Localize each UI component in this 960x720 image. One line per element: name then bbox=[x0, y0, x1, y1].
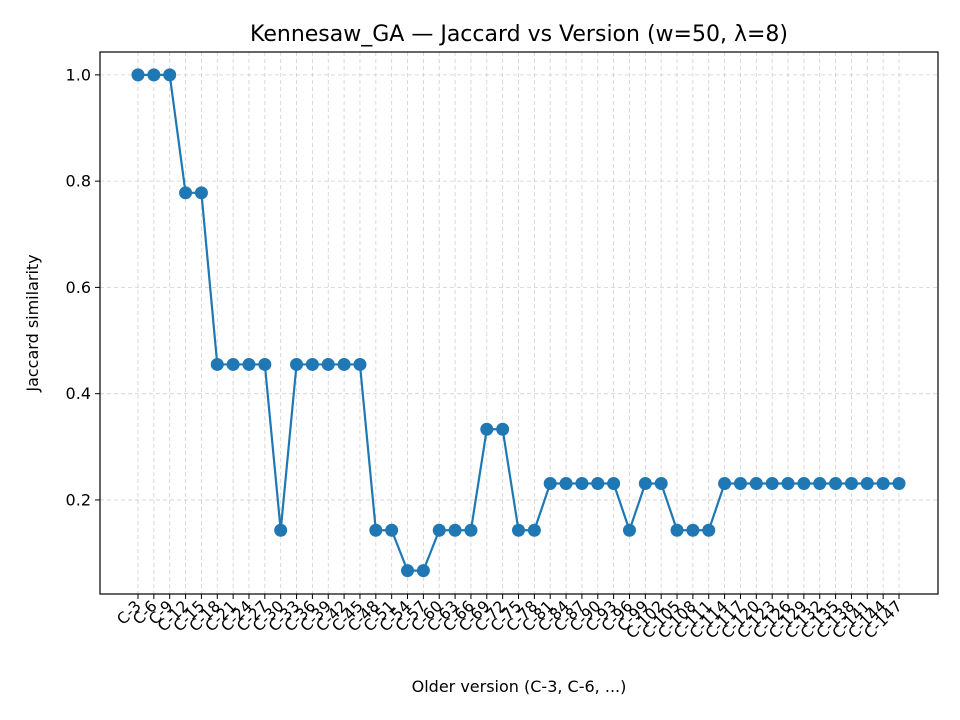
data-point bbox=[654, 476, 668, 490]
data-point bbox=[416, 564, 430, 578]
data-point bbox=[337, 357, 351, 371]
x-axis: C-3C-6C-9C-12C-15C-18C-21C-24C-27C-30C-3… bbox=[114, 594, 906, 642]
data-point bbox=[638, 476, 652, 490]
chart-title: Kennesaw_GA — Jaccard vs Version (w=50, … bbox=[250, 22, 788, 47]
data-point bbox=[781, 476, 795, 490]
data-point bbox=[591, 476, 605, 490]
data-point bbox=[718, 476, 732, 490]
data-point bbox=[765, 476, 779, 490]
x-axis-label: Older version (C-3, C-6, ...) bbox=[412, 677, 627, 696]
data-point bbox=[527, 523, 541, 537]
data-point bbox=[607, 476, 621, 490]
data-point bbox=[321, 357, 335, 371]
data-point bbox=[147, 68, 161, 82]
y-axis-label: Jaccard similarity bbox=[23, 254, 42, 392]
y-tick-label: 0.2 bbox=[66, 490, 91, 509]
data-point bbox=[733, 476, 747, 490]
data-point bbox=[210, 357, 224, 371]
data-point bbox=[749, 476, 763, 490]
data-point bbox=[258, 357, 272, 371]
data-point bbox=[274, 523, 288, 537]
data-point bbox=[829, 476, 843, 490]
y-tick-label: 0.8 bbox=[66, 172, 91, 191]
data-point bbox=[131, 68, 145, 82]
data-point bbox=[353, 357, 367, 371]
data-point bbox=[575, 476, 589, 490]
data-point bbox=[559, 476, 573, 490]
data-point bbox=[290, 357, 304, 371]
data-point bbox=[543, 476, 557, 490]
data-point bbox=[369, 523, 383, 537]
series-jaccard bbox=[131, 68, 906, 578]
data-point bbox=[226, 357, 240, 371]
data-point bbox=[876, 476, 890, 490]
plot-frame bbox=[99, 51, 939, 595]
data-point bbox=[401, 564, 415, 578]
data-point bbox=[860, 476, 874, 490]
data-point bbox=[305, 357, 319, 371]
data-point bbox=[797, 476, 811, 490]
data-point bbox=[702, 523, 716, 537]
data-point bbox=[844, 476, 858, 490]
data-point bbox=[242, 357, 256, 371]
y-tick-label: 1.0 bbox=[66, 65, 91, 84]
y-axis: 0.2 0.4 0.6 0.8 1.0 bbox=[66, 65, 100, 509]
data-point bbox=[892, 476, 906, 490]
data-point bbox=[686, 523, 700, 537]
data-point bbox=[480, 422, 494, 436]
data-point bbox=[813, 476, 827, 490]
data-point bbox=[194, 186, 208, 200]
data-point bbox=[163, 68, 177, 82]
data-point bbox=[622, 523, 636, 537]
data-point bbox=[385, 523, 399, 537]
data-point bbox=[512, 523, 525, 537]
data-point bbox=[179, 186, 193, 200]
y-tick-label: 0.4 bbox=[66, 384, 91, 403]
data-point bbox=[464, 523, 478, 537]
grid bbox=[100, 52, 938, 594]
data-point bbox=[432, 523, 446, 537]
data-point bbox=[670, 523, 684, 537]
data-point bbox=[448, 523, 462, 537]
data-point bbox=[496, 422, 510, 436]
y-tick-label: 0.6 bbox=[66, 278, 91, 297]
